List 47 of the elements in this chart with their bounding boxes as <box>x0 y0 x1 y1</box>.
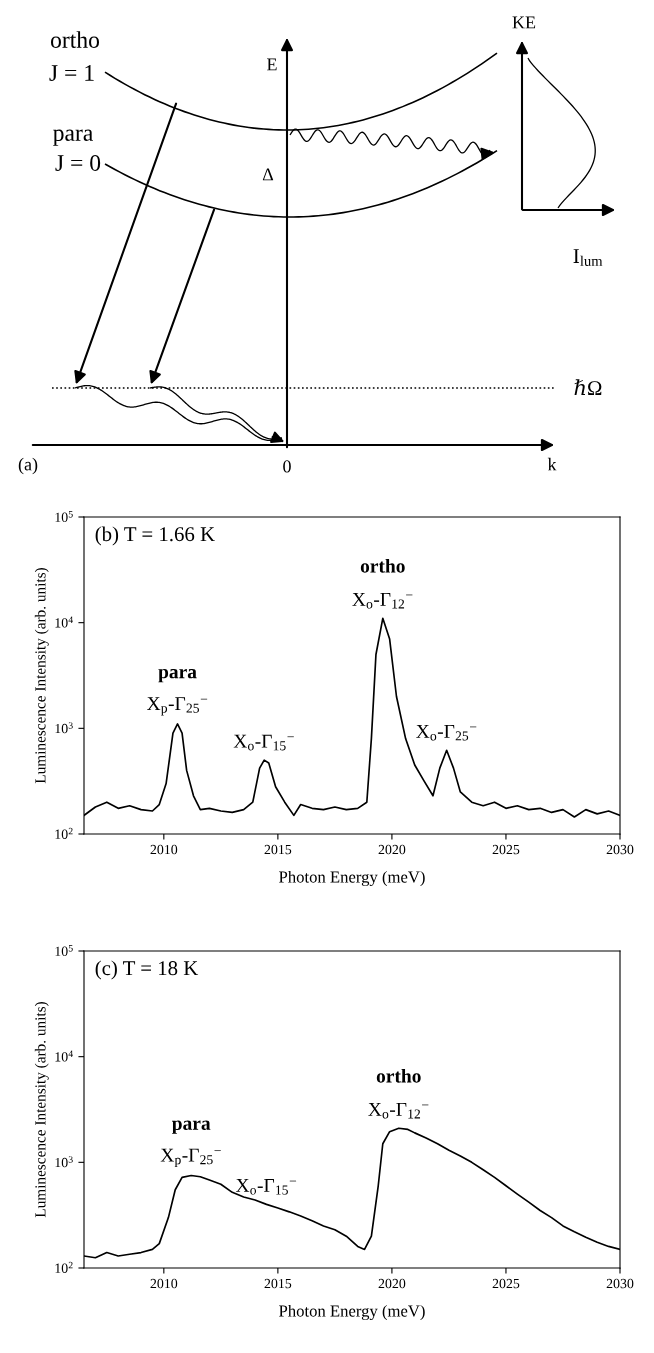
text: Δ <box>262 168 274 181</box>
y-tick-label: 10$^{2}$ <box>55 1261 73 1273</box>
x-tick-label: 2015 <box>264 1278 292 1289</box>
text: KE <box>512 16 536 29</box>
x-axis-title: Photon Energy (meV) <box>279 1304 425 1321</box>
x-tick-label: 2010 <box>150 844 178 855</box>
annotation: ortho <box>360 558 405 573</box>
text: J = 0 <box>55 154 101 171</box>
x-tick-label: 2015 <box>264 844 292 855</box>
annotation: X$_{o}$-Γ$_{15}$$^{−}$ <box>233 734 294 751</box>
x-tick-label: 2030 <box>606 1278 634 1289</box>
y-tick-label: 10$^{2}$ <box>55 827 73 839</box>
text: E <box>267 58 277 71</box>
annotation: (b) T = 1.66 K <box>95 526 215 546</box>
annotation: (c) T = 18 K <box>95 960 199 980</box>
annotation: X$_{o}$-Γ$_{12}$$^{−}$ <box>368 1102 429 1119</box>
annotation: X$_{o}$-Γ$_{15}$$^{−}$ <box>235 1179 297 1195</box>
text: 0 <box>283 460 291 473</box>
y-axis-title: Luminescence Intensity (arb. units) <box>34 1001 49 1218</box>
x-axis-title: Photon Energy (meV) <box>279 870 425 887</box>
annotation: X$_{o}$-Γ$_{12}$$^{−}$ <box>352 592 413 609</box>
text: J = 1 <box>49 65 94 81</box>
x-tick-label: 2010 <box>150 1278 178 1289</box>
y-tick-label: 10$^{3}$ <box>55 722 73 734</box>
y-tick-label: 10$^{5}$ <box>55 510 73 522</box>
x-tick-label: 2020 <box>378 1278 406 1289</box>
x-tick-label: 2020 <box>378 844 406 855</box>
text: ℏΩ <box>574 379 602 396</box>
annotation: para <box>158 668 197 683</box>
x-tick-label: 2030 <box>606 844 634 855</box>
x-tick-label: 2025 <box>492 844 520 855</box>
annotation: X$_{p}$-Γ$_{25}$$^{−}$ <box>147 697 208 716</box>
y-tick-label: 10$^{4}$ <box>55 1050 73 1062</box>
y-tick-label: 10$^{3}$ <box>55 1156 73 1168</box>
y-tick-label: 10$^{4}$ <box>55 616 73 628</box>
text: (a) <box>18 457 38 475</box>
y-tick-label: 10$^{5}$ <box>55 944 73 956</box>
annotation: ortho <box>376 1068 421 1083</box>
annotation: X$_{p}$-Γ$_{25}$$^{−}$ <box>160 1148 221 1168</box>
text: ortho <box>50 31 100 48</box>
text: I$_{lum}$ <box>573 249 603 266</box>
annotation: para <box>172 1120 211 1134</box>
text: para <box>53 129 93 146</box>
y-axis-title: Luminescence Intensity (arb. units) <box>34 567 49 784</box>
annotation: X$_{o}$-Γ$_{25}$$^{−}$ <box>416 724 477 741</box>
text: k <box>547 457 557 471</box>
x-tick-label: 2025 <box>492 1278 520 1289</box>
